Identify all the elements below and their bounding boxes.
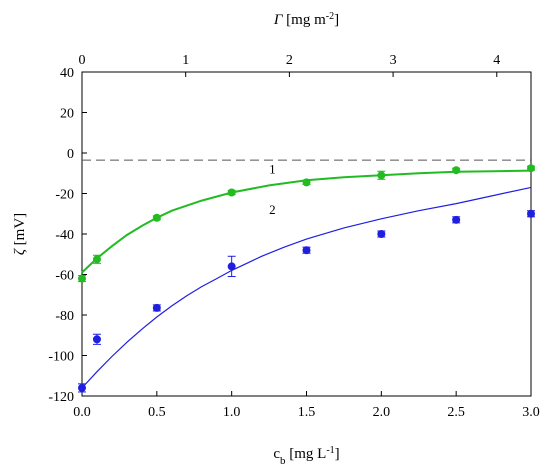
y-tick-label: -20 [55,188,74,203]
x-axis-symbol: c [273,446,280,462]
plot-frame [81,71,532,397]
data-point-series-2 [227,262,236,271]
y-tick-label: -80 [55,309,74,324]
y-tick-label: -60 [55,269,74,284]
data-point-series-1 [377,171,386,180]
data-point-series-1 [452,166,461,175]
y-axis-ticks: 40 20 0 -20 -40 -60 -80 -100 -120 [48,66,87,405]
x-tick-label: 1.5 [298,405,316,420]
data-point-series-1 [302,178,311,187]
curve-label-2: 2 [269,202,276,217]
x-tick-label: 0.0 [73,405,91,420]
data-point-series-1 [152,213,161,222]
fit-curve-2 [81,186,532,389]
data-point-series-2 [527,209,535,218]
data-point-series-1 [92,255,101,264]
data-point-series-1 [78,274,86,283]
data-point-series-2 [302,246,311,255]
data-point-series-2 [377,230,386,238]
x-axis-units: [mg L [286,446,327,462]
y-tick-label: 40 [60,66,74,81]
top-axis-units-sup: -2 [326,11,334,22]
y-tick-label: 0 [67,147,74,162]
y-tick-label: -40 [55,228,74,243]
x-axis-ticks: 0.0 0.5 1.0 1.5 2.0 2.5 3.0 [73,391,540,420]
x-axis-title: cb [mg L-1] [273,445,339,468]
top-tick-label: 2 [286,53,293,68]
y-axis-title: ζ [mV] [12,213,28,255]
data-point-series-1 [227,188,236,197]
x-axis-units-close: ] [335,446,340,462]
x-axis-subscript: b [280,455,286,467]
top-tick-label: 3 [390,53,397,68]
fit-curves [81,169,532,389]
x-tick-label: 2.5 [447,405,465,420]
x-tick-label: 2.0 [373,405,391,420]
x-tick-label: 3.0 [522,405,540,420]
top-axis-units: [mg m [282,12,326,28]
x-tick-label: 1.0 [223,405,241,420]
y-axis-symbol: ζ [12,248,28,255]
y-tick-label: 20 [60,107,74,122]
top-tick-label: 1 [182,53,189,68]
y-tick-label: -100 [48,350,74,365]
top-axis-units-close: ] [334,12,339,28]
data-point-series-2 [152,303,161,312]
data-point-series-2 [92,335,101,344]
top-tick-label: 0 [79,53,86,68]
x-tick-label: 0.5 [148,405,166,420]
data-point-series-1 [527,164,535,173]
y-axis-units: [mV] [12,213,28,249]
top-axis-title: Γ [mg m-2] [273,11,339,29]
top-tick-label: 4 [493,53,500,68]
y-tick-label: -120 [48,390,74,405]
data-point-series-2 [452,215,461,224]
top-axis-symbol: Γ [273,12,284,28]
data-points [78,164,535,393]
curve-label-1: 1 [269,161,276,176]
top-axis-ticks: 0 1 2 3 4 [79,53,500,77]
data-point-series-2 [78,383,86,392]
x-axis-units-sup: -1 [326,445,334,456]
